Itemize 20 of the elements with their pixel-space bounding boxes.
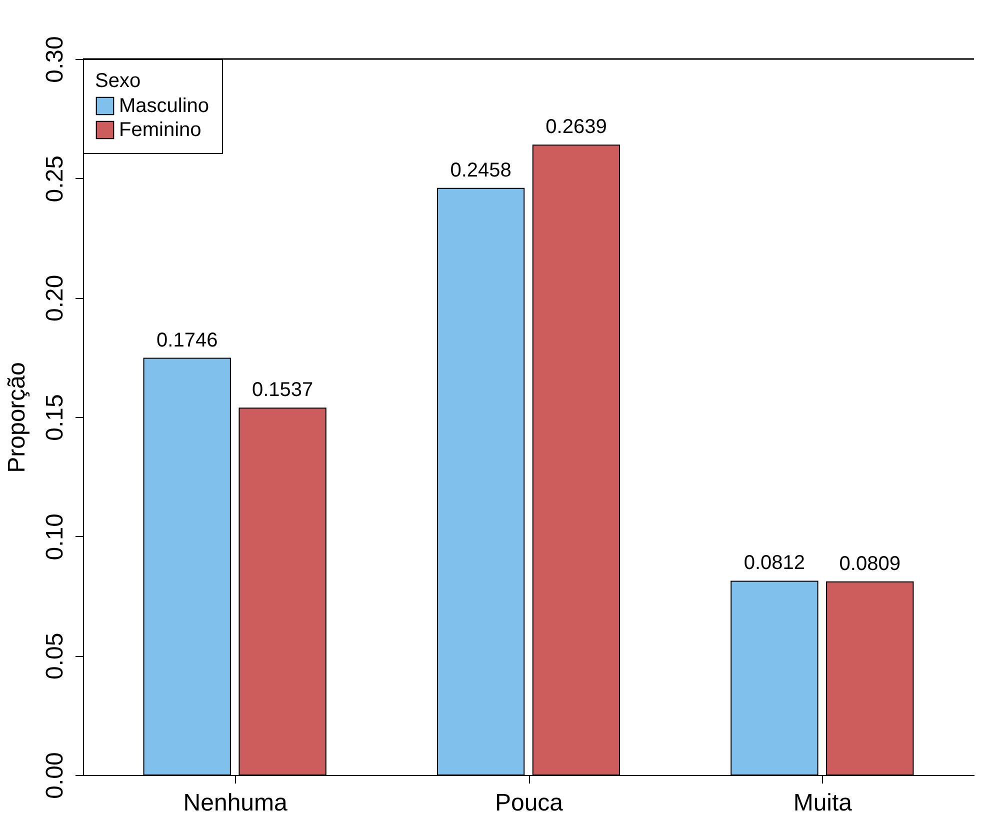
y-tick-label: 0.10 (42, 513, 68, 560)
x-tick-label: Pouca (494, 790, 564, 816)
y-tick-label: 0.25 (42, 155, 68, 202)
legend-label: Masculino (119, 95, 210, 117)
data-label: 0.0812 (744, 552, 806, 574)
y-tick-label: 0.15 (42, 394, 68, 441)
data-label: 0.0809 (839, 552, 900, 575)
x-tick-label: Muita (793, 790, 853, 816)
legend-title: Sexo (95, 70, 141, 92)
data-label: 0.2639 (546, 116, 607, 138)
data-label: 0.2458 (450, 159, 512, 182)
y-tick-label: 0.20 (42, 274, 68, 322)
data-label: 0.1537 (252, 379, 314, 402)
x-tick-label: Nenhuma (183, 790, 288, 816)
y-tick-label: 0.00 (42, 752, 68, 799)
legend-label: Feminino (119, 119, 202, 141)
data-label: 0.1746 (156, 329, 218, 352)
y-tick-label: 0.05 (42, 632, 68, 680)
y-axis-title: Proporção (4, 362, 30, 473)
y-tick-label: 0.30 (42, 36, 68, 83)
